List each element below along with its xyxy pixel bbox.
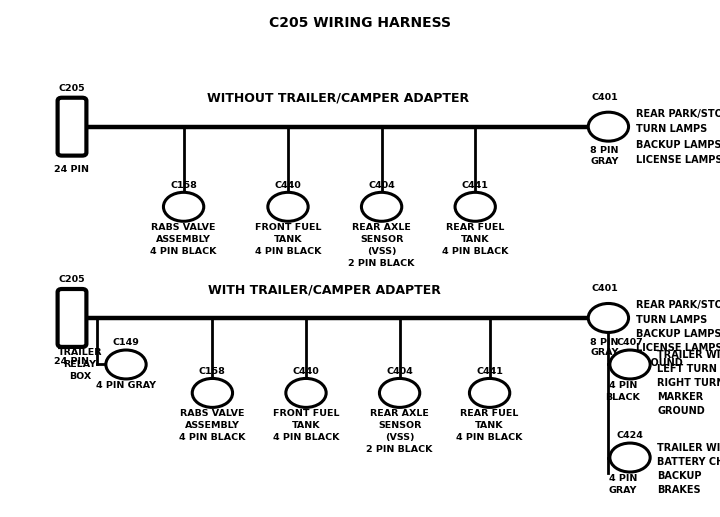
Circle shape <box>106 350 146 379</box>
Text: 4 PIN GRAY: 4 PIN GRAY <box>96 381 156 390</box>
Text: GROUND: GROUND <box>636 358 683 368</box>
Text: C149: C149 <box>112 339 140 347</box>
Text: C401: C401 <box>591 93 618 102</box>
Text: GRAY: GRAY <box>590 348 618 357</box>
Text: FRONT FUEL
TANK
4 PIN BLACK: FRONT FUEL TANK 4 PIN BLACK <box>273 409 339 442</box>
Text: C205: C205 <box>59 276 85 284</box>
Text: TRAILER WIRES: TRAILER WIRES <box>657 443 720 453</box>
Text: C424: C424 <box>616 432 644 440</box>
Text: WITHOUT TRAILER/CAMPER ADAPTER: WITHOUT TRAILER/CAMPER ADAPTER <box>207 92 469 105</box>
Text: BATTERY CHARGE: BATTERY CHARGE <box>657 457 720 467</box>
Text: C205: C205 <box>59 84 85 93</box>
Text: 24 PIN: 24 PIN <box>55 357 89 366</box>
Text: LICENSE LAMPS: LICENSE LAMPS <box>636 155 720 165</box>
Circle shape <box>588 303 629 332</box>
Circle shape <box>610 443 650 472</box>
Text: RABS VALVE
ASSEMBLY
4 PIN BLACK: RABS VALVE ASSEMBLY 4 PIN BLACK <box>179 409 246 442</box>
Text: BACKUP LAMPS: BACKUP LAMPS <box>636 329 720 339</box>
Circle shape <box>361 192 402 221</box>
Text: REAR PARK/STOP: REAR PARK/STOP <box>636 109 720 119</box>
Text: C440: C440 <box>274 181 302 190</box>
Text: C440: C440 <box>292 367 320 376</box>
Text: TURN LAMPS: TURN LAMPS <box>636 314 707 325</box>
Text: LEFT TURN: LEFT TURN <box>657 364 717 374</box>
Text: FRONT FUEL
TANK
4 PIN BLACK: FRONT FUEL TANK 4 PIN BLACK <box>255 223 321 256</box>
Text: REAR PARK/STOP: REAR PARK/STOP <box>636 300 720 310</box>
Text: C441: C441 <box>462 181 489 190</box>
Text: REAR AXLE
SENSOR
(VSS)
2 PIN BLACK: REAR AXLE SENSOR (VSS) 2 PIN BLACK <box>366 409 433 454</box>
Text: REAR FUEL
TANK
4 PIN BLACK: REAR FUEL TANK 4 PIN BLACK <box>442 223 508 256</box>
Text: TURN LAMPS: TURN LAMPS <box>636 124 707 134</box>
Text: REAR FUEL
TANK
4 PIN BLACK: REAR FUEL TANK 4 PIN BLACK <box>456 409 523 442</box>
Text: 24 PIN: 24 PIN <box>55 165 89 174</box>
Text: TRAILER
RELAY
BOX: TRAILER RELAY BOX <box>58 348 102 381</box>
Text: C441: C441 <box>476 367 503 376</box>
Text: 4 PIN
GRAY: 4 PIN GRAY <box>608 474 637 495</box>
Circle shape <box>268 192 308 221</box>
Text: WITH TRAILER/CAMPER ADAPTER: WITH TRAILER/CAMPER ADAPTER <box>207 283 441 296</box>
Circle shape <box>379 378 420 407</box>
Text: C158: C158 <box>199 367 226 376</box>
Circle shape <box>163 192 204 221</box>
Text: BACKUP LAMPS: BACKUP LAMPS <box>636 140 720 150</box>
Text: 4 PIN
BLACK: 4 PIN BLACK <box>606 381 640 402</box>
Circle shape <box>588 112 629 141</box>
Text: C404: C404 <box>386 367 413 376</box>
Text: 8 PIN: 8 PIN <box>590 146 619 155</box>
Text: RABS VALVE
ASSEMBLY
4 PIN BLACK: RABS VALVE ASSEMBLY 4 PIN BLACK <box>150 223 217 256</box>
Text: GRAY: GRAY <box>590 157 618 165</box>
Text: LICENSE LAMPS: LICENSE LAMPS <box>636 343 720 354</box>
Text: C401: C401 <box>591 284 618 293</box>
Text: C404: C404 <box>368 181 395 190</box>
Text: C158: C158 <box>170 181 197 190</box>
FancyBboxPatch shape <box>58 289 86 347</box>
Text: C205 WIRING HARNESS: C205 WIRING HARNESS <box>269 16 451 31</box>
Text: MARKER: MARKER <box>657 392 703 402</box>
Text: BACKUP: BACKUP <box>657 471 702 481</box>
Text: BRAKES: BRAKES <box>657 485 701 495</box>
Circle shape <box>286 378 326 407</box>
FancyBboxPatch shape <box>58 98 86 156</box>
Circle shape <box>455 192 495 221</box>
Circle shape <box>610 350 650 379</box>
Circle shape <box>192 378 233 407</box>
Text: 8 PIN: 8 PIN <box>590 338 619 346</box>
Text: RIGHT TURN: RIGHT TURN <box>657 378 720 388</box>
Text: GROUND: GROUND <box>657 406 705 416</box>
Circle shape <box>469 378 510 407</box>
Text: TRAILER WIRES: TRAILER WIRES <box>657 350 720 360</box>
Text: C407: C407 <box>616 339 644 347</box>
Text: REAR AXLE
SENSOR
(VSS)
2 PIN BLACK: REAR AXLE SENSOR (VSS) 2 PIN BLACK <box>348 223 415 268</box>
